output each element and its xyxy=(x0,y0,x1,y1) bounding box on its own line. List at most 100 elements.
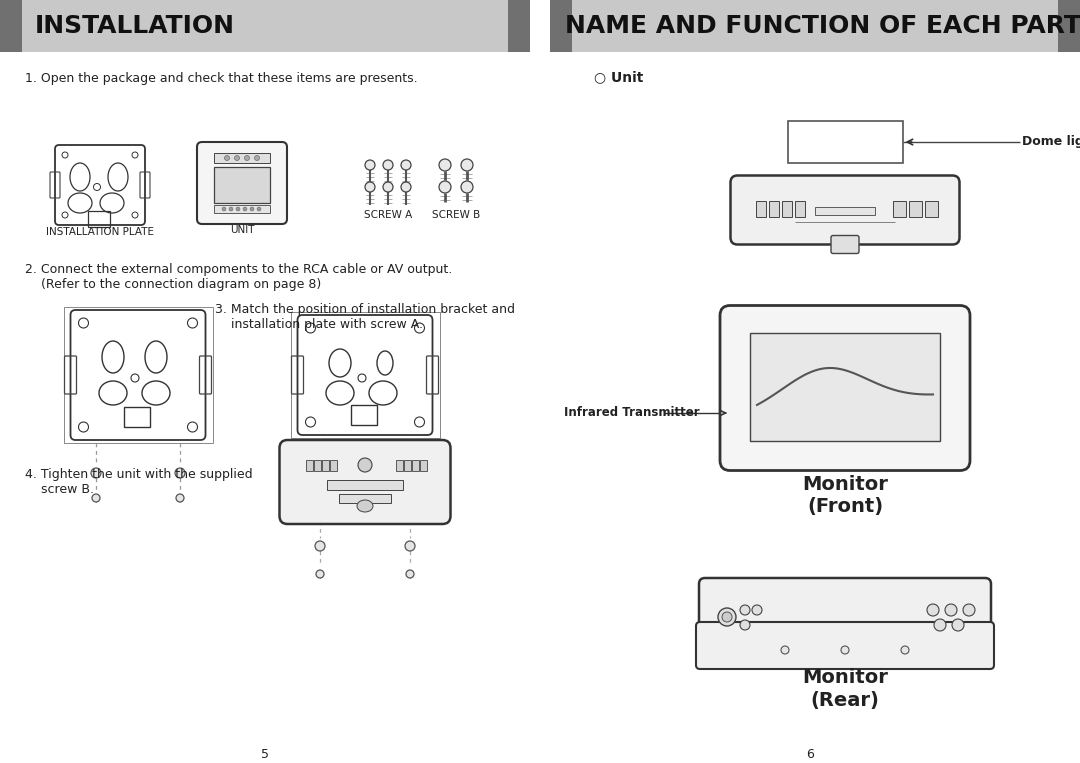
Text: ○ Unit: ○ Unit xyxy=(594,70,644,84)
Ellipse shape xyxy=(740,620,750,630)
Ellipse shape xyxy=(401,160,411,170)
Ellipse shape xyxy=(255,156,259,160)
Ellipse shape xyxy=(243,207,247,211)
FancyBboxPatch shape xyxy=(730,175,959,244)
Text: 6: 6 xyxy=(806,748,814,761)
Ellipse shape xyxy=(91,468,102,478)
Ellipse shape xyxy=(365,182,375,192)
Ellipse shape xyxy=(438,181,451,193)
Ellipse shape xyxy=(357,458,372,472)
Text: UNIT: UNIT xyxy=(230,225,254,235)
Bar xyxy=(0,0,22,52)
Ellipse shape xyxy=(934,619,946,631)
Bar xyxy=(396,460,403,471)
Bar xyxy=(908,201,921,217)
Ellipse shape xyxy=(222,207,226,211)
Ellipse shape xyxy=(365,160,375,170)
Bar xyxy=(420,460,427,471)
Ellipse shape xyxy=(752,605,762,615)
Bar xyxy=(795,201,805,217)
Ellipse shape xyxy=(92,494,100,502)
Text: 5: 5 xyxy=(261,748,269,761)
Bar xyxy=(314,460,321,471)
Ellipse shape xyxy=(461,159,473,171)
Bar xyxy=(1058,0,1080,52)
Ellipse shape xyxy=(383,182,393,192)
Ellipse shape xyxy=(234,156,240,160)
Text: SCREW B: SCREW B xyxy=(432,210,481,220)
Bar xyxy=(214,153,270,163)
Ellipse shape xyxy=(740,605,750,615)
Ellipse shape xyxy=(401,182,411,192)
Text: INSTALLATION: INSTALLATION xyxy=(35,14,235,38)
Ellipse shape xyxy=(723,612,732,622)
Bar xyxy=(769,201,779,217)
Bar xyxy=(339,494,391,503)
Bar xyxy=(327,480,403,490)
Ellipse shape xyxy=(945,604,957,616)
Bar xyxy=(214,205,270,213)
FancyBboxPatch shape xyxy=(720,305,970,471)
Ellipse shape xyxy=(901,646,909,654)
Bar xyxy=(306,460,313,471)
Bar xyxy=(508,0,530,52)
Ellipse shape xyxy=(406,570,414,578)
Ellipse shape xyxy=(316,570,324,578)
Text: Infrared Transmitter: Infrared Transmitter xyxy=(564,407,700,420)
FancyBboxPatch shape xyxy=(197,142,287,224)
Ellipse shape xyxy=(781,646,789,654)
Text: 2. Connect the external compoments to the RCA cable or AV output.
    (Refer to : 2. Connect the external compoments to th… xyxy=(25,263,453,291)
Bar xyxy=(756,201,766,217)
Bar xyxy=(64,307,213,443)
Ellipse shape xyxy=(841,646,849,654)
Text: Monitor
(Front): Monitor (Front) xyxy=(802,475,888,517)
Ellipse shape xyxy=(405,541,415,551)
Ellipse shape xyxy=(461,181,473,193)
Ellipse shape xyxy=(718,608,735,626)
Text: SCREW A: SCREW A xyxy=(364,210,413,220)
FancyBboxPatch shape xyxy=(831,236,859,253)
Bar xyxy=(87,211,110,227)
Bar xyxy=(0,0,530,52)
Text: 3. Match the position of installation bracket and
    installation plate with sc: 3. Match the position of installation br… xyxy=(215,303,515,331)
Ellipse shape xyxy=(383,160,393,170)
Ellipse shape xyxy=(963,604,975,616)
Bar xyxy=(124,407,150,427)
Bar xyxy=(404,460,411,471)
Ellipse shape xyxy=(229,207,233,211)
Bar xyxy=(815,207,875,215)
FancyBboxPatch shape xyxy=(696,622,994,669)
Text: 4. Tighten the unit with the supplied
    screw B.: 4. Tighten the unit with the supplied sc… xyxy=(25,468,253,496)
Bar xyxy=(291,312,440,438)
Bar xyxy=(330,460,337,471)
Ellipse shape xyxy=(244,156,249,160)
Bar xyxy=(550,0,572,52)
FancyBboxPatch shape xyxy=(280,440,450,524)
Ellipse shape xyxy=(357,500,373,512)
Bar xyxy=(214,167,270,203)
Text: NAME AND FUNCTION OF EACH PART: NAME AND FUNCTION OF EACH PART xyxy=(565,14,1080,38)
Ellipse shape xyxy=(438,159,451,171)
Bar xyxy=(351,405,377,425)
Ellipse shape xyxy=(315,541,325,551)
Bar xyxy=(924,201,937,217)
Ellipse shape xyxy=(249,207,254,211)
Ellipse shape xyxy=(257,207,261,211)
Bar xyxy=(550,0,1080,52)
Text: Monitor
(Rear): Monitor (Rear) xyxy=(802,668,888,710)
Ellipse shape xyxy=(225,156,229,160)
Text: INSTALLATION PLATE: INSTALLATION PLATE xyxy=(46,227,154,237)
Ellipse shape xyxy=(927,604,939,616)
Bar xyxy=(787,121,903,163)
Ellipse shape xyxy=(176,494,184,502)
Bar xyxy=(782,201,792,217)
Text: Dome light: Dome light xyxy=(1022,136,1080,149)
Text: 1. Open the package and check that these items are presents.: 1. Open the package and check that these… xyxy=(25,72,418,85)
Ellipse shape xyxy=(237,207,240,211)
Bar xyxy=(892,201,905,217)
Bar xyxy=(322,460,329,471)
Ellipse shape xyxy=(951,619,964,631)
Ellipse shape xyxy=(175,468,185,478)
Bar xyxy=(411,460,419,471)
FancyBboxPatch shape xyxy=(699,578,991,652)
